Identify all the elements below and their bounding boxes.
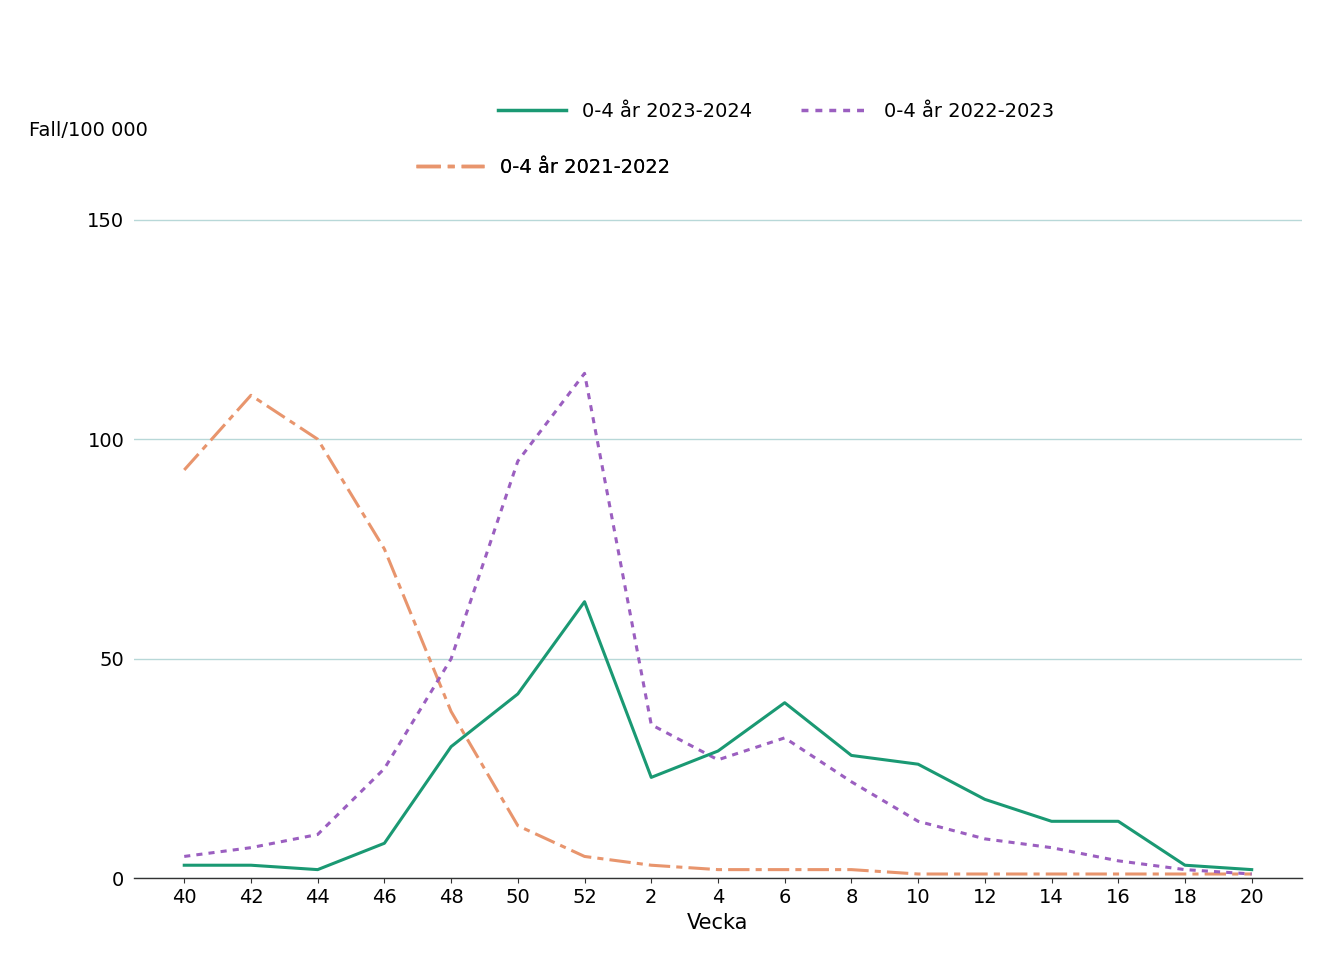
Text: Fall/100 000: Fall/100 000 [30,120,148,140]
Legend: 0-4 år 2021-2022: 0-4 år 2021-2022 [408,150,678,184]
X-axis label: Vecka: Vecka [687,913,749,933]
